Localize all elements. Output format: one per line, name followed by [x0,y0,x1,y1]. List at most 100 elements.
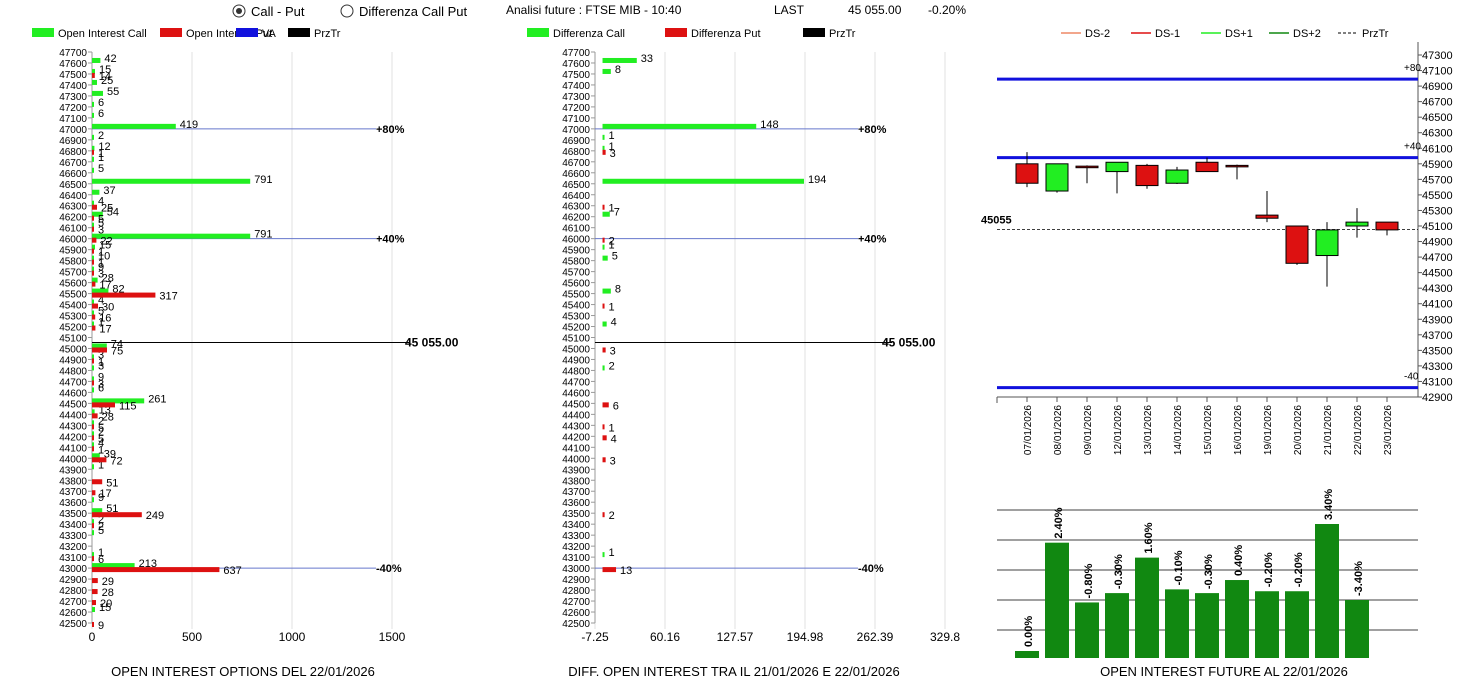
strike-label: 47100 [59,114,87,125]
legend-swatch [236,28,258,37]
bar-value-label: 39 [104,448,116,460]
radio-call-put[interactable]: Call - Put [232,4,305,19]
oi-future-bar [1135,557,1159,658]
legend-swatch [160,28,182,37]
date-label: 16/01/2026 [1233,405,1244,455]
strike-label: 43500 [59,509,87,520]
call-bar [92,222,94,228]
bar-value-label: 75 [111,345,123,357]
strike-label: 46900 [562,136,590,147]
bar-value-label: 1 [98,444,104,456]
put-bar [92,479,103,485]
strike-label: 44900 [59,355,87,366]
strike-label: 43100 [59,553,87,564]
bar-value-label: 5 [98,422,104,434]
legend-label: VA [262,28,277,40]
candle-body [1315,229,1339,257]
strike-label: 46400 [59,191,87,202]
strike-label: 43700 [562,487,590,498]
strike-label: 45100 [562,334,590,345]
bar-value-label: 8 [615,64,621,76]
call-bar [92,442,94,448]
call-bar [92,167,94,173]
bar-value-label: 419 [180,119,198,131]
date-label: 12/01/2026 [1113,405,1124,455]
radio-differenza[interactable]: Differenza Call Put [340,4,468,19]
strike-label: 47400 [59,81,87,92]
bar-value-label: 3 [610,345,616,357]
legend-label: DS+2 [1293,28,1321,40]
strike-label: 45600 [59,279,87,290]
call-bar [92,211,103,217]
strike-label: 43200 [562,542,590,553]
bar-value-label: 5 [612,251,618,263]
strike-label: 44900 [562,355,590,366]
strike-label: 43300 [562,531,590,542]
strike-label: 47700 [59,48,87,59]
bar-value-label: 6 [98,97,104,109]
call-bar [602,68,611,74]
strike-label: 43600 [59,498,87,509]
put-bar [92,523,94,529]
strike-label: 43600 [562,498,590,509]
put-bar [602,347,606,353]
bar-value-label: 6 [613,400,619,412]
oi-future-bar [1045,542,1069,658]
y-tick-label: 46300 [1422,128,1453,140]
call-bar [602,211,610,217]
call-bar [92,156,94,162]
call-bar [602,288,611,294]
strike-label: 45400 [59,301,87,312]
bar-value-label: 55 [107,86,119,98]
call-bar [602,178,804,184]
strike-label: 44700 [562,377,590,388]
call-bar [92,387,94,393]
oi-future-bar [1225,580,1249,658]
oi-future-bar [1255,591,1279,658]
strike-label: 47300 [59,92,87,103]
bar-value-label: 5 [98,306,104,318]
put-bar [602,424,605,430]
candle-body [1375,221,1399,231]
price-line-label: 45 055.00 [882,335,936,349]
bar-value-label: 2 [98,514,104,526]
call-bar [602,365,605,371]
candle-body [1075,165,1099,169]
bar-value-label: 3 [98,269,104,281]
call-bar [92,123,176,129]
bar-value-label: 33 [641,53,653,65]
put-bar [92,512,142,518]
candle-body [1045,163,1069,192]
legend-label: PrzTr [1362,28,1389,40]
date-label: 21/01/2026 [1323,405,1334,455]
call-bar [92,365,94,371]
call-bar [92,57,101,63]
legend-label: PrzTr [314,28,341,40]
przTr-label: -40% [858,563,884,575]
call-bar [92,299,94,305]
bar-value-label: 28 [102,587,114,599]
strike-label: 44000 [59,454,87,465]
bar-value-label: 15 [99,602,111,614]
bar-value-label: 2 [98,130,104,142]
strike-label: 42800 [562,586,590,597]
strike-label: 43100 [562,553,590,564]
strike-label: 47000 [59,125,87,136]
put-bar [92,259,94,265]
level-label: +80 [1404,63,1421,74]
x-tick-label: -7.25 [581,630,609,644]
bar-value-label: 54 [107,207,119,219]
x-tick-label: 127.57 [717,630,754,644]
przTr-label: +40% [858,234,887,246]
candlestick-chart: DS-2 DS-1 DS+1 DS+2 PrzTr 47300 47100 46900 4670… [981,28,1453,455]
bar-value-label: 2 [98,521,104,533]
strike-label: 44100 [59,443,87,454]
bar-value-label: 1 [609,141,615,153]
y-tick-label: 47100 [1422,66,1453,78]
bar-value-label: 115 [119,400,137,412]
bar-value-label: 6 [98,382,104,394]
put-bar [92,347,107,353]
strike-label: 47400 [562,81,590,92]
strike-label: 43200 [59,542,87,553]
